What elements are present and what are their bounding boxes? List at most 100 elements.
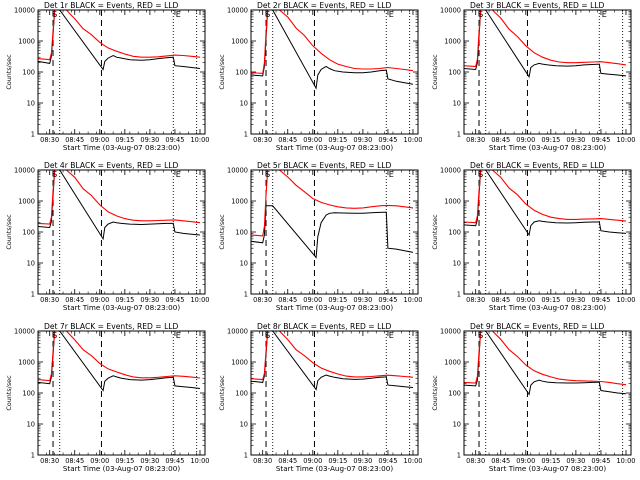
detector-panel: Det 4r BLACK = Events, RED = LLD 1 10 100 10… [5, 161, 209, 312]
x-tick-label: 09:00 [90, 457, 109, 465]
time-marker-label: S [52, 331, 57, 340]
x-tick-label: 09:15 [115, 457, 134, 465]
panel-title: Det 4r BLACK = Events, RED = LLD [44, 161, 179, 170]
x-tick-label: 08:30 [253, 296, 272, 304]
y-tick-label: 1 [31, 130, 35, 138]
panel-title: Det 3r BLACK = Events, RED = LLD [470, 1, 605, 10]
series-lld-line [37, 169, 201, 225]
x-axis-label: Start Time (03-Aug-07 08:23:00) [63, 143, 180, 152]
x-tick-label: 09:45 [165, 136, 184, 144]
y-axis-label: Counts/sec [5, 375, 13, 411]
y-tick-label: 100 [22, 389, 35, 397]
x-tick-label: 09:30 [140, 457, 159, 465]
x-tick-label: 09:00 [90, 136, 109, 144]
plot-frame [250, 330, 419, 456]
y-axis-label: Counts/sec [218, 214, 226, 250]
x-tick-label: 08:30 [253, 457, 272, 465]
time-marker-label: E [389, 170, 394, 179]
time-marker-label: S [265, 10, 270, 19]
x-tick-label: 10:00 [403, 136, 422, 144]
x-tick-label: 08:30 [40, 296, 59, 304]
y-tick-label: 10 [453, 259, 461, 267]
time-marker-label: E [176, 331, 181, 340]
detector-panel: Det 8r BLACK = Events, RED = LLD 1 10 100 10… [218, 322, 422, 473]
plot-frame [463, 169, 632, 295]
y-axis-label: Counts/sec [431, 214, 439, 250]
x-tick-label: 09:00 [303, 457, 322, 465]
x-tick-label: 09:15 [328, 457, 347, 465]
x-tick-label: 09:45 [378, 136, 397, 144]
y-tick-label: 10000 [227, 327, 248, 335]
x-tick-label: 10:00 [190, 457, 209, 465]
time-marker-label: S [52, 170, 57, 179]
y-tick-label: 100 [448, 228, 461, 236]
y-tick-label: 10 [27, 259, 35, 267]
panel-title: Det 5r BLACK = Events, RED = LLD [257, 161, 392, 170]
y-tick-label: 10000 [440, 327, 461, 335]
y-tick-label: 100 [235, 389, 248, 397]
time-marker-label: E [602, 170, 607, 179]
series-lld-line [463, 9, 627, 68]
panel-title: Det 9r BLACK = Events, RED = LLD [470, 322, 605, 331]
panel-title: Det 7r BLACK = Events, RED = LLD [44, 322, 179, 331]
y-tick-label: 10000 [440, 166, 461, 174]
x-axis-label: Start Time (03-Aug-07 08:23:00) [489, 303, 606, 312]
x-tick-label: 10:00 [190, 296, 209, 304]
y-axis-label: Counts/sec [431, 54, 439, 90]
x-tick-label: 09:15 [115, 296, 134, 304]
y-tick-label: 10000 [14, 327, 35, 335]
y-tick-label: 1 [457, 451, 461, 459]
y-tick-label: 100 [22, 68, 35, 76]
x-tick-label: 09:00 [90, 296, 109, 304]
x-tick-label: 09:45 [165, 296, 184, 304]
detector-panel: Det 2r BLACK = Events, RED = LLD 1 10 100 10… [218, 1, 422, 152]
time-marker-label: S [265, 170, 270, 179]
y-tick-label: 1 [244, 451, 248, 459]
x-tick-label: 10:00 [616, 457, 635, 465]
plot-frame [463, 330, 632, 456]
series-lld-line [250, 169, 414, 237]
panel-title: Det 1r BLACK = Events, RED = LLD [44, 1, 179, 10]
time-marker-label: E [389, 10, 394, 19]
plot-frame [250, 9, 419, 135]
x-axis-label: Start Time (03-Aug-07 08:23:00) [63, 464, 180, 473]
x-tick-label: 08:30 [253, 136, 272, 144]
x-tick-label: 08:45 [278, 457, 297, 465]
x-tick-label: 08:30 [40, 136, 59, 144]
x-tick-label: 09:15 [115, 136, 134, 144]
y-axis-label: Counts/sec [5, 214, 13, 250]
y-axis-label: Counts/sec [431, 375, 439, 411]
y-tick-label: 10 [453, 420, 461, 428]
x-tick-label: 09:15 [541, 296, 560, 304]
x-tick-label: 09:30 [353, 136, 372, 144]
series-lld-line [37, 9, 201, 61]
x-tick-label: 09:15 [328, 296, 347, 304]
time-marker-label: E [176, 10, 181, 19]
y-tick-label: 1000 [18, 197, 35, 205]
time-marker-label: S [265, 331, 270, 340]
y-tick-label: 1000 [231, 358, 248, 366]
x-tick-label: 09:30 [566, 457, 585, 465]
x-tick-label: 08:45 [491, 457, 510, 465]
series-lld-line [37, 330, 201, 382]
detector-panel: Det 6r BLACK = Events, RED = LLD 1 10 100 10… [431, 161, 635, 312]
plot-frame [463, 9, 632, 135]
plot-frame [250, 169, 419, 295]
x-tick-label: 08:30 [40, 457, 59, 465]
x-axis-label: Start Time (03-Aug-07 08:23:00) [489, 143, 606, 152]
x-tick-label: 09:45 [591, 457, 610, 465]
series-events-line [250, 205, 414, 259]
y-tick-label: 100 [235, 228, 248, 236]
x-tick-label: 09:30 [566, 296, 585, 304]
y-tick-label: 1 [244, 130, 248, 138]
y-axis-label: Counts/sec [218, 54, 226, 90]
x-tick-label: 08:45 [65, 296, 84, 304]
time-marker-label: S [478, 10, 483, 19]
x-tick-label: 09:00 [303, 136, 322, 144]
x-tick-label: 10:00 [616, 136, 635, 144]
y-tick-label: 10 [27, 99, 35, 107]
time-marker-label: S [478, 331, 483, 340]
y-tick-label: 1000 [444, 197, 461, 205]
y-tick-label: 1000 [444, 37, 461, 45]
